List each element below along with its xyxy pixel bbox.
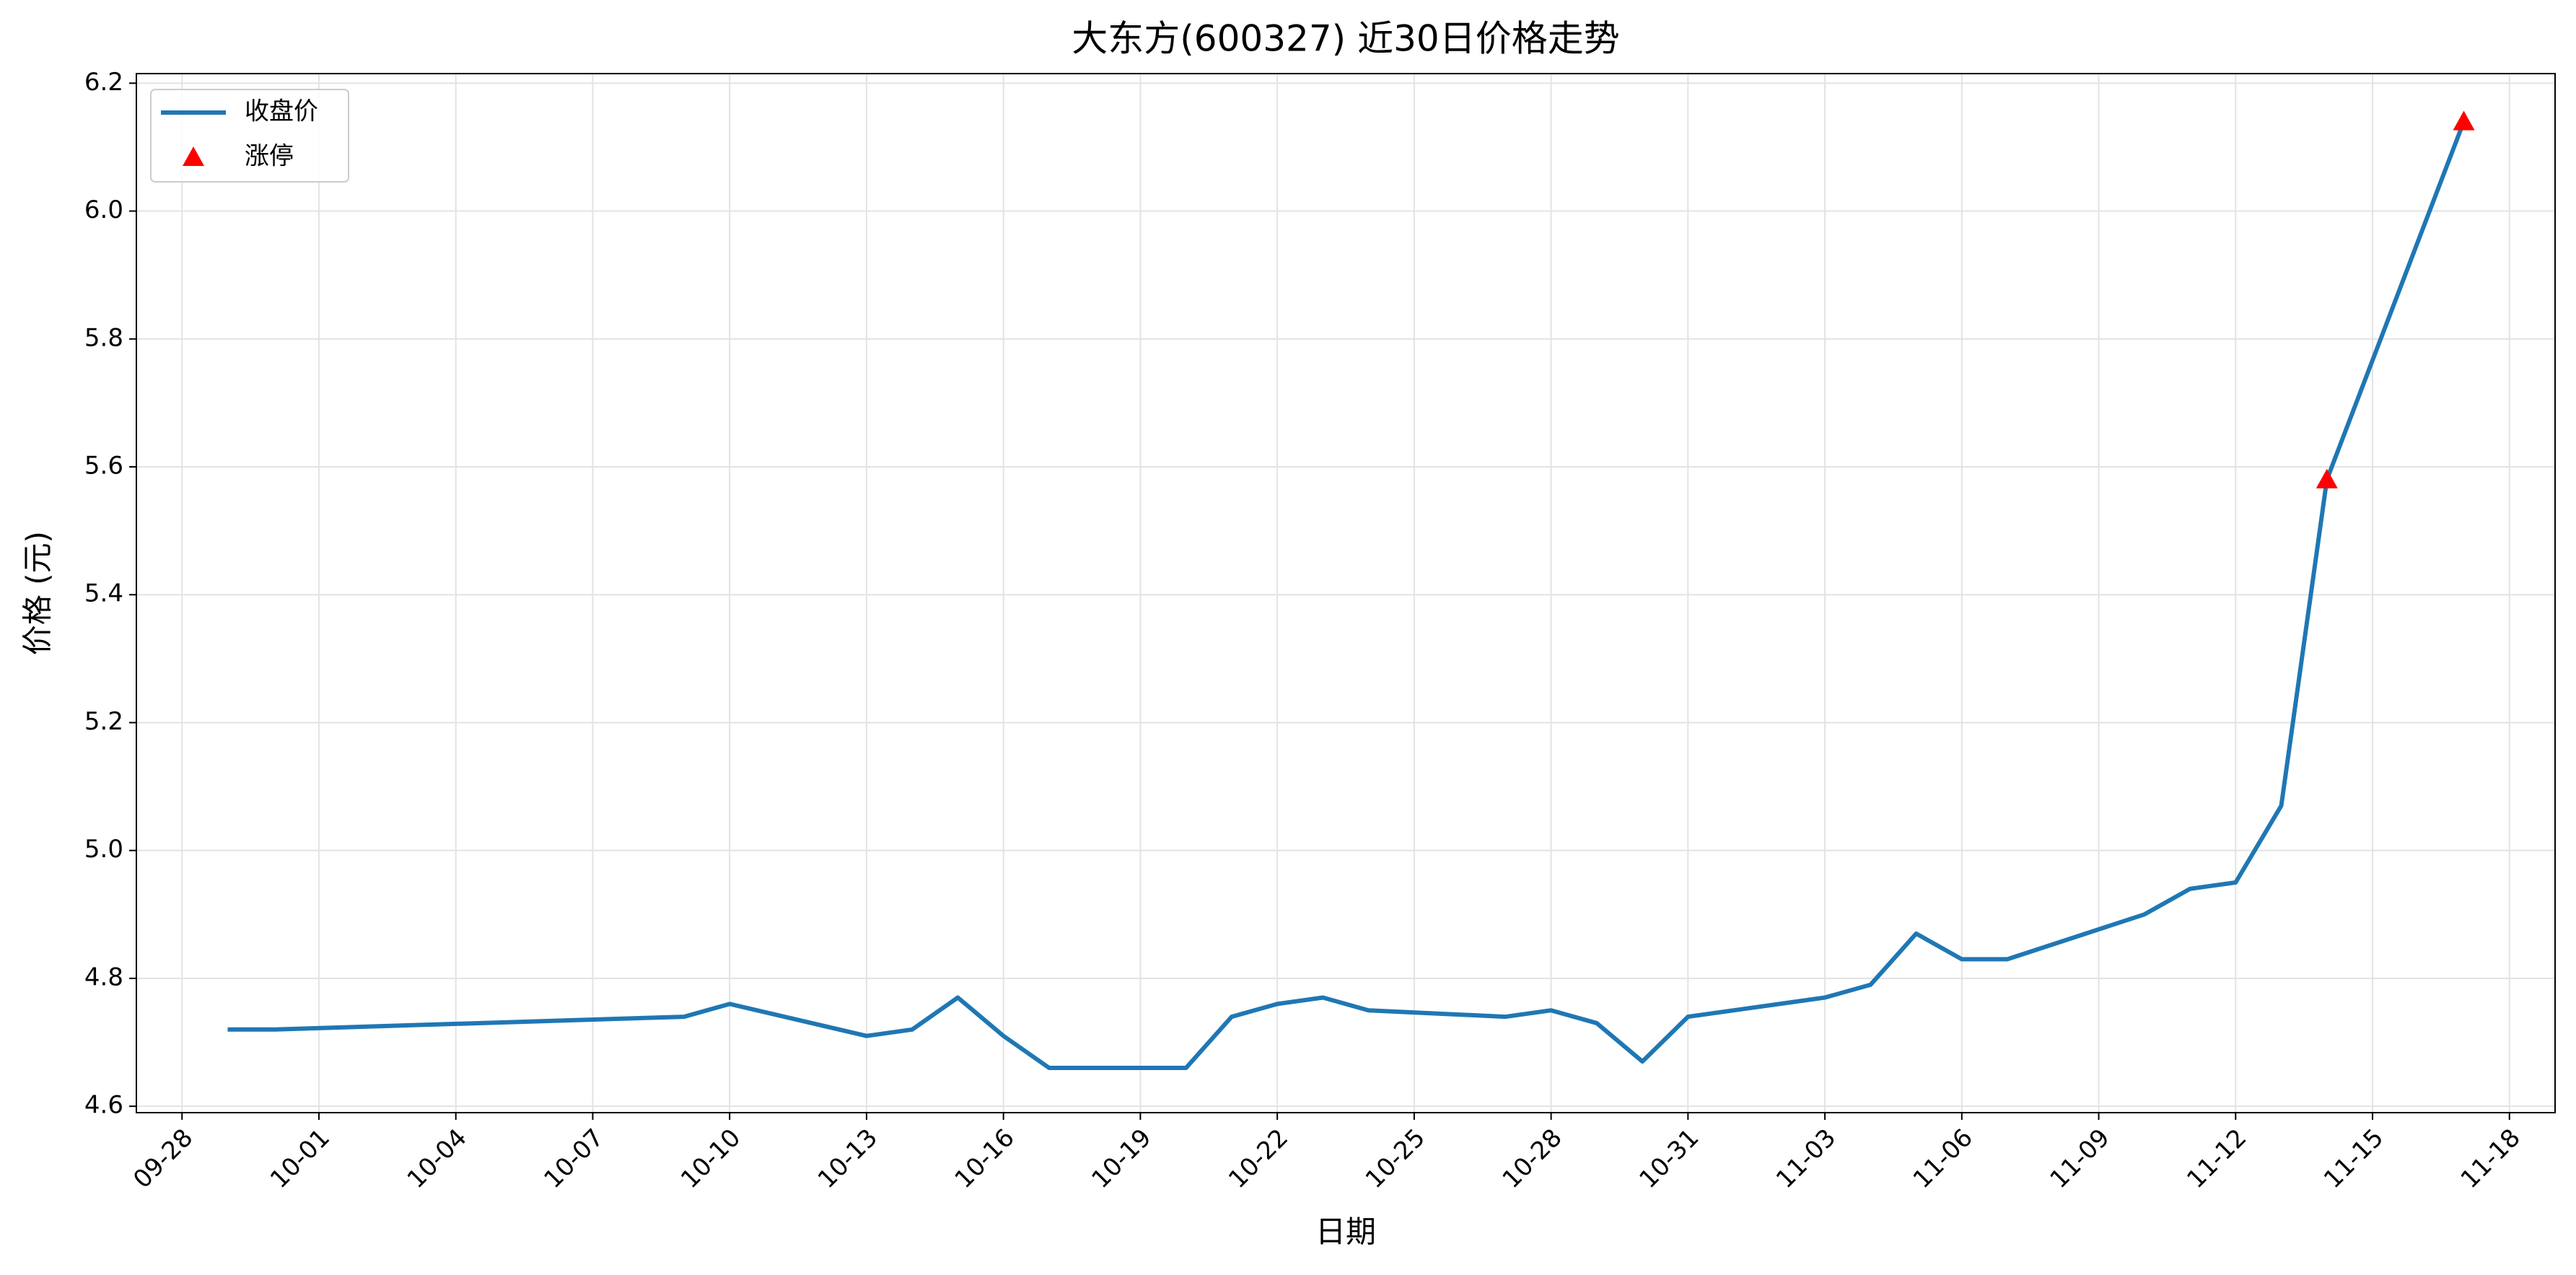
- plot-frame: [136, 73, 2556, 1113]
- price-line: [227, 121, 2466, 1070]
- y-tick-label: 5.2: [84, 707, 123, 736]
- y-tick-label: 4.6: [84, 1091, 123, 1120]
- y-axis-label: 价格 (元): [20, 531, 56, 655]
- y-tick-label: 5.8: [84, 323, 123, 352]
- y-tick-label: 5.4: [84, 579, 123, 608]
- y-tick-label: 4.8: [84, 963, 123, 991]
- limit-up-marker: [2316, 468, 2338, 488]
- x-axis-label: 日期: [1315, 1214, 1376, 1250]
- legend-swatch: [183, 146, 204, 166]
- y-tick-label: 6.2: [84, 68, 123, 97]
- y-tick-label: 5.0: [84, 835, 123, 864]
- legend-label: 收盘价: [245, 97, 318, 126]
- y-tick-label: 6.0: [84, 196, 123, 224]
- limit-up-marker: [2453, 110, 2475, 131]
- y-tick-label: 5.6: [84, 451, 123, 480]
- chart-title: 大东方(600327) 近30日价格走势: [1072, 18, 1619, 60]
- legend-label: 涨停: [245, 142, 294, 171]
